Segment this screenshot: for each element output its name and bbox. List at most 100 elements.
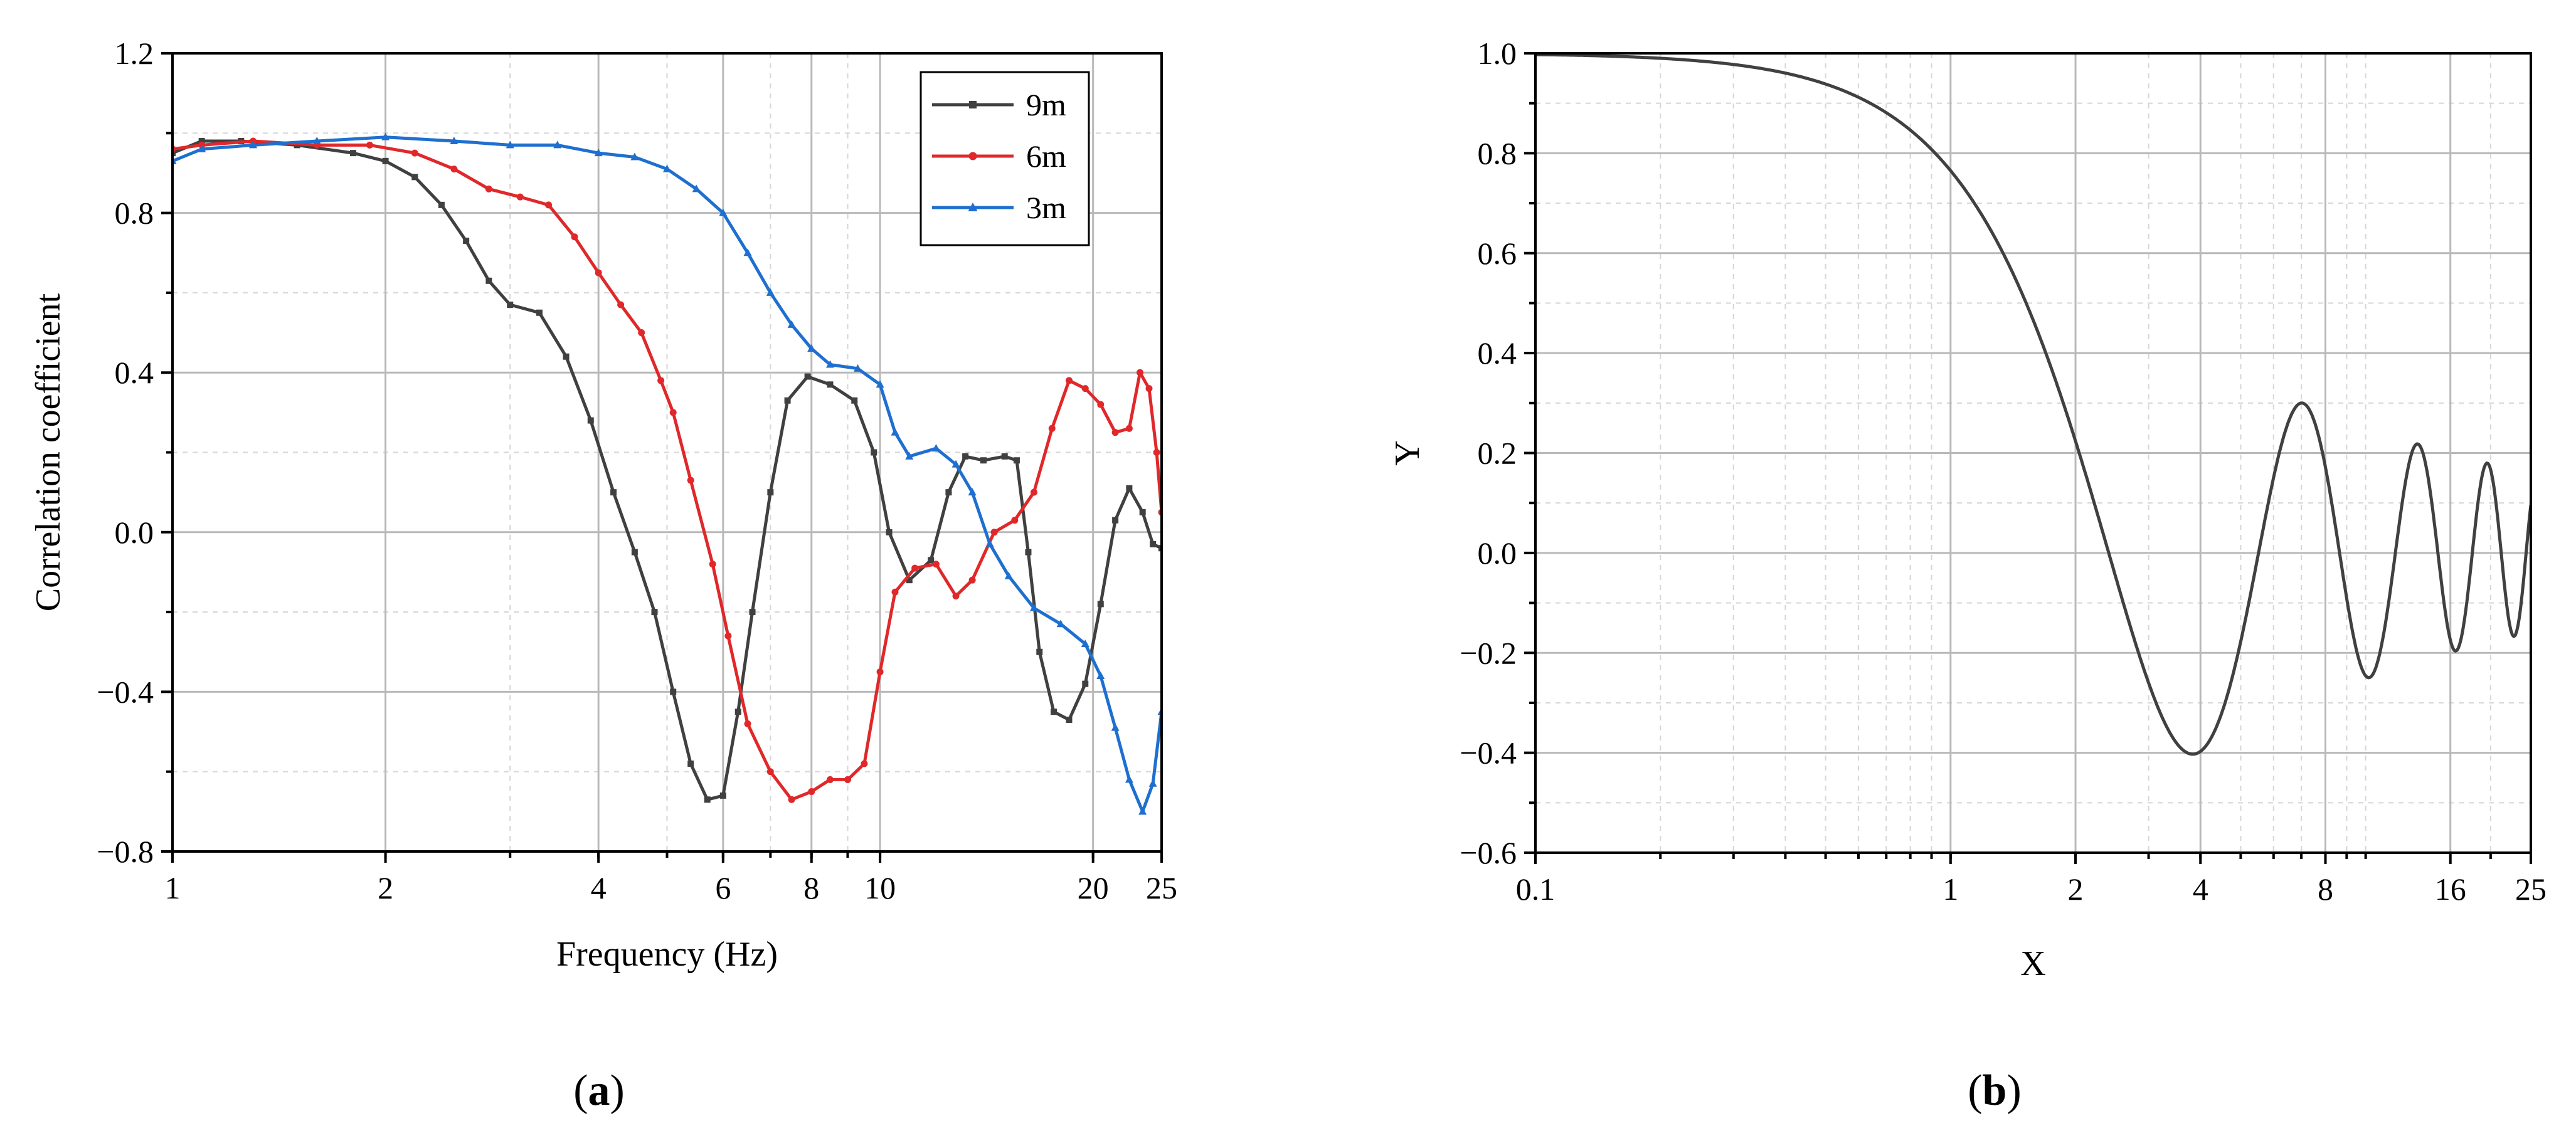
panel-a-data-point-9m (411, 174, 418, 181)
panel-a-data-point-3m (1111, 723, 1120, 731)
panel-a-data-point-3m (594, 149, 603, 157)
panel-a-x-tick-label: 6 (715, 870, 731, 905)
panel-a-data-point-9m (767, 489, 774, 496)
panel-b-y-tick-label: −0.4 (1460, 735, 1517, 771)
panel-b-y-tick-label: 1.0 (1478, 36, 1517, 71)
panel-a-data-point-6m (1136, 369, 1143, 376)
panel-a-data-point-9m (980, 457, 987, 464)
panel-a-data-point-6m (709, 561, 716, 568)
panel-b-y-tick-label: −0.2 (1460, 635, 1517, 670)
panel-a-data-point-3m (787, 320, 796, 328)
panel-a-data-point-9m (827, 381, 834, 388)
panel-a-y-tick-label: 1.2 (115, 36, 154, 71)
panel-a-data-point-3m (663, 164, 671, 172)
panel-b-series-line-series-0 (1535, 53, 2531, 756)
panel-a-data-point-6m (952, 593, 960, 600)
panel-a-data-point-6m (1011, 517, 1019, 524)
panel-b-x-tick-label: 25 (2515, 872, 2547, 907)
panel-a-x-tick-label: 2 (378, 870, 393, 905)
panel-a-data-point-6m (826, 776, 834, 783)
panel-a-data-point-3m (1138, 807, 1147, 815)
panel-a-data-point-3m (985, 539, 994, 547)
panel-a-data-point-9m (784, 397, 791, 404)
panel-a-data-point-6m (788, 796, 795, 803)
panel-a-data-point-9m (1139, 509, 1146, 515)
panel-a-series-line-3m (172, 135, 1162, 813)
panel-a-data-point-3m (825, 360, 834, 368)
panel-b-x-tick-label: 8 (2318, 872, 2333, 907)
panel-a-data-point-3m (1004, 571, 1013, 579)
panel-a-x-tick-label: 8 (803, 870, 819, 905)
panel-a-x-tick-label: 20 (1078, 870, 1109, 905)
panel-a-data-point-6m (724, 632, 732, 640)
panel-a-data-point-3m (1096, 671, 1105, 679)
panel-b-y-tick-label: 0.8 (1478, 135, 1517, 171)
panel-a-data-point-3m (719, 208, 728, 216)
panel-a-data-point-9m (945, 489, 952, 496)
panel-a-data-point-6m (450, 166, 458, 173)
panel-a-data-point-3m (891, 428, 899, 436)
panel-a-data-point-9m (536, 309, 543, 316)
panel-a-data-point-9m (851, 397, 858, 404)
panel-a-data-point-3m (198, 144, 206, 152)
panel-a-data-point-9m (804, 373, 811, 380)
panel-a-data-point-6m (669, 409, 677, 416)
panel-a-data-point-6m (861, 760, 868, 767)
panel-a-data-point-9m (1066, 716, 1073, 723)
panel-a-data-point-9m (610, 489, 617, 496)
panel-b-series-group (1535, 53, 2531, 756)
panel-a-data-point-6m (1145, 385, 1153, 393)
panel-a-data-point-9m (438, 201, 445, 208)
panel-a-legend-label: 6m (1026, 139, 1066, 174)
panel-a-axes: 1 2 4 6 8 10 20 25 −0.8 −0.4 0.0 0.4 0.8 1.2 (97, 36, 1177, 905)
panel-a-data-point-3m (1125, 775, 1133, 783)
panel-b-panel-label: (b) (1968, 1067, 2022, 1115)
panel-a-data-point-6m (844, 776, 851, 783)
panel-a-y-tick-label: 0.4 (115, 355, 154, 390)
panel-a-data-point-3m (931, 444, 940, 452)
panel-a-data-point-6m (968, 576, 976, 584)
panel-a-data-point-6m (1048, 424, 1056, 432)
panel-a-data-point-6m (657, 377, 665, 384)
panel-a-data-point-6m (876, 668, 884, 676)
panel-a-data-point-6m (1125, 424, 1133, 432)
panel-a-data-point-9m (507, 301, 514, 308)
panel-a-data-point-9m (563, 353, 570, 360)
panel-a-legend-marker (968, 203, 978, 211)
panel-a-data-point-6m (766, 768, 774, 776)
panel-a-data-point-6m (1097, 401, 1105, 408)
panel-a-data-point-6m (990, 529, 998, 536)
panel-a-x-tick-label: 25 (1146, 870, 1177, 905)
panel-a-data-point-9m (198, 138, 205, 145)
panel-a-data-point-3m (766, 288, 775, 296)
panel-a-data-point-3m (1081, 640, 1089, 648)
panel-a-data-point-6m (411, 149, 418, 157)
panel-b-y-tick-label: 0.4 (1478, 335, 1517, 371)
panel-a-data-point-6m (1065, 377, 1073, 384)
panel-a-data-point-6m (1153, 449, 1160, 456)
panel-a-data-point-6m (1111, 429, 1119, 436)
panel-a-data-point-9m (1025, 549, 1032, 556)
panel-a-data-point-9m (587, 417, 594, 424)
panel-a-legend-label: 9m (1026, 87, 1066, 122)
panel-a-x-axis-title: Frequency (Hz) (556, 935, 778, 974)
panel-b-y-axis-title: Y (1388, 440, 1427, 465)
panel-a-y-tick-label: 0.8 (115, 196, 154, 231)
panel-a-data-point-3m (905, 451, 914, 460)
panel-a-data-point-3m (506, 140, 514, 149)
panel-a-data-point-9m (928, 557, 935, 564)
panel-a-x-tick-label: 10 (864, 870, 896, 905)
panel-a-data-point-3m (553, 140, 562, 149)
panel-b-plot-frame (1534, 52, 2532, 854)
panel-a-data-point-3m (1148, 779, 1157, 787)
panel-a-data-point-3m (630, 152, 639, 161)
panel-a-data-point-9m (485, 277, 492, 284)
panel-a-data-point-9m (349, 150, 356, 157)
panel-a-data-point-9m (382, 157, 389, 164)
panel-a-data-point-9m (1126, 485, 1133, 492)
panel-a-panel-label: (a) (573, 1067, 625, 1115)
panel-a-x-tick-label: 4 (591, 870, 607, 905)
panel-b-x-axis-title: X (2020, 944, 2045, 983)
panel-a-data-point-9m (1082, 680, 1089, 687)
panel-a-data-point-3m (1029, 603, 1038, 611)
